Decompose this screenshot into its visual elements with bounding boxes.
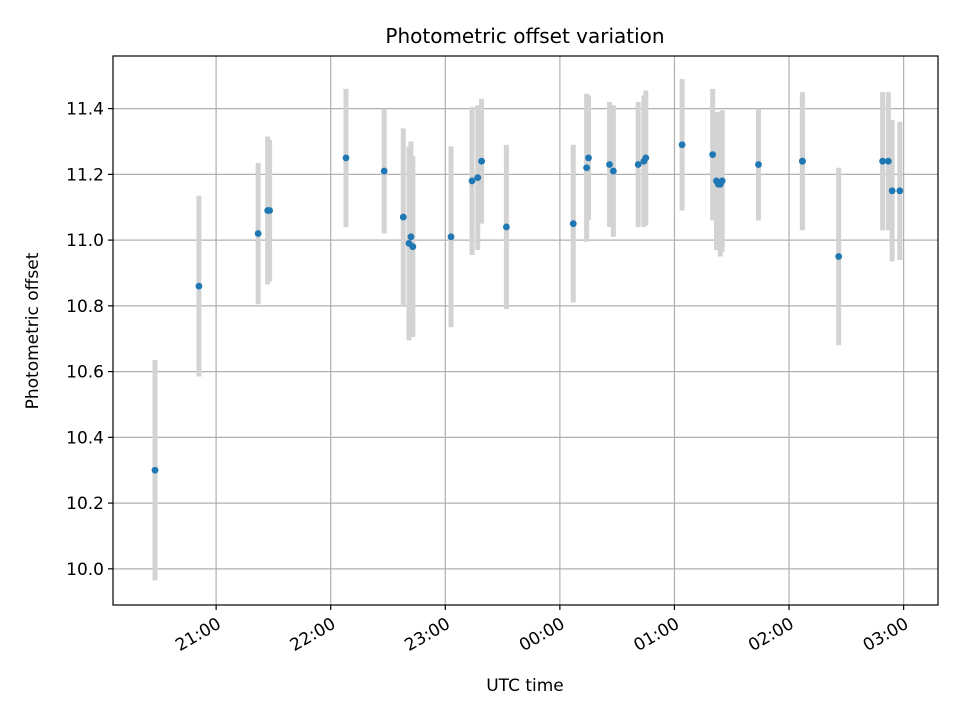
y-axis-ticks: 10.0 10.2 10.4 10.6 10.8 11.0 11.2 11.4 xyxy=(66,100,113,580)
data-point xyxy=(569,220,577,228)
data-point xyxy=(266,207,273,214)
data-point xyxy=(447,233,455,241)
y-tick-label: 10.0 xyxy=(66,560,104,580)
data-point xyxy=(468,177,476,185)
data-point xyxy=(642,154,650,162)
data-point xyxy=(474,174,482,182)
data-point xyxy=(718,177,726,185)
data-point xyxy=(879,157,887,165)
y-tick-label: 11.4 xyxy=(66,100,104,120)
data-point xyxy=(399,213,407,221)
x-axis-title: UTC time xyxy=(486,676,564,696)
y-tick-label: 11.2 xyxy=(66,165,104,185)
data-point xyxy=(678,141,686,149)
data-point xyxy=(478,157,485,165)
data-point xyxy=(606,161,613,168)
data-point xyxy=(407,233,415,241)
plot-frame xyxy=(112,55,939,606)
data-point xyxy=(799,157,806,165)
chart-title: Photometric offset variation xyxy=(385,24,664,48)
data-point xyxy=(896,187,904,195)
data-point xyxy=(634,161,642,168)
data-points xyxy=(151,141,904,474)
y-tick-label: 10.4 xyxy=(66,428,104,448)
data-point xyxy=(755,161,762,168)
data-point xyxy=(151,466,159,474)
data-point xyxy=(888,187,896,195)
data-point xyxy=(342,154,350,162)
data-point xyxy=(709,151,717,159)
data-point xyxy=(409,243,417,251)
y-tick-label: 10.6 xyxy=(66,363,104,383)
data-point xyxy=(380,167,388,175)
data-point xyxy=(503,223,510,231)
data-point xyxy=(254,230,262,237)
data-point xyxy=(195,282,203,290)
data-point xyxy=(609,167,617,175)
y-axis-title: Photometric offset xyxy=(23,252,43,409)
y-tick-label: 10.2 xyxy=(66,494,104,514)
grid-lines xyxy=(113,56,938,605)
y-tick-label: 11.0 xyxy=(66,231,104,251)
plot-area xyxy=(113,56,938,605)
data-point xyxy=(884,157,892,165)
data-point xyxy=(583,164,591,172)
data-point xyxy=(835,253,843,260)
data-point xyxy=(585,154,592,162)
y-tick-label: 10.8 xyxy=(66,297,104,317)
